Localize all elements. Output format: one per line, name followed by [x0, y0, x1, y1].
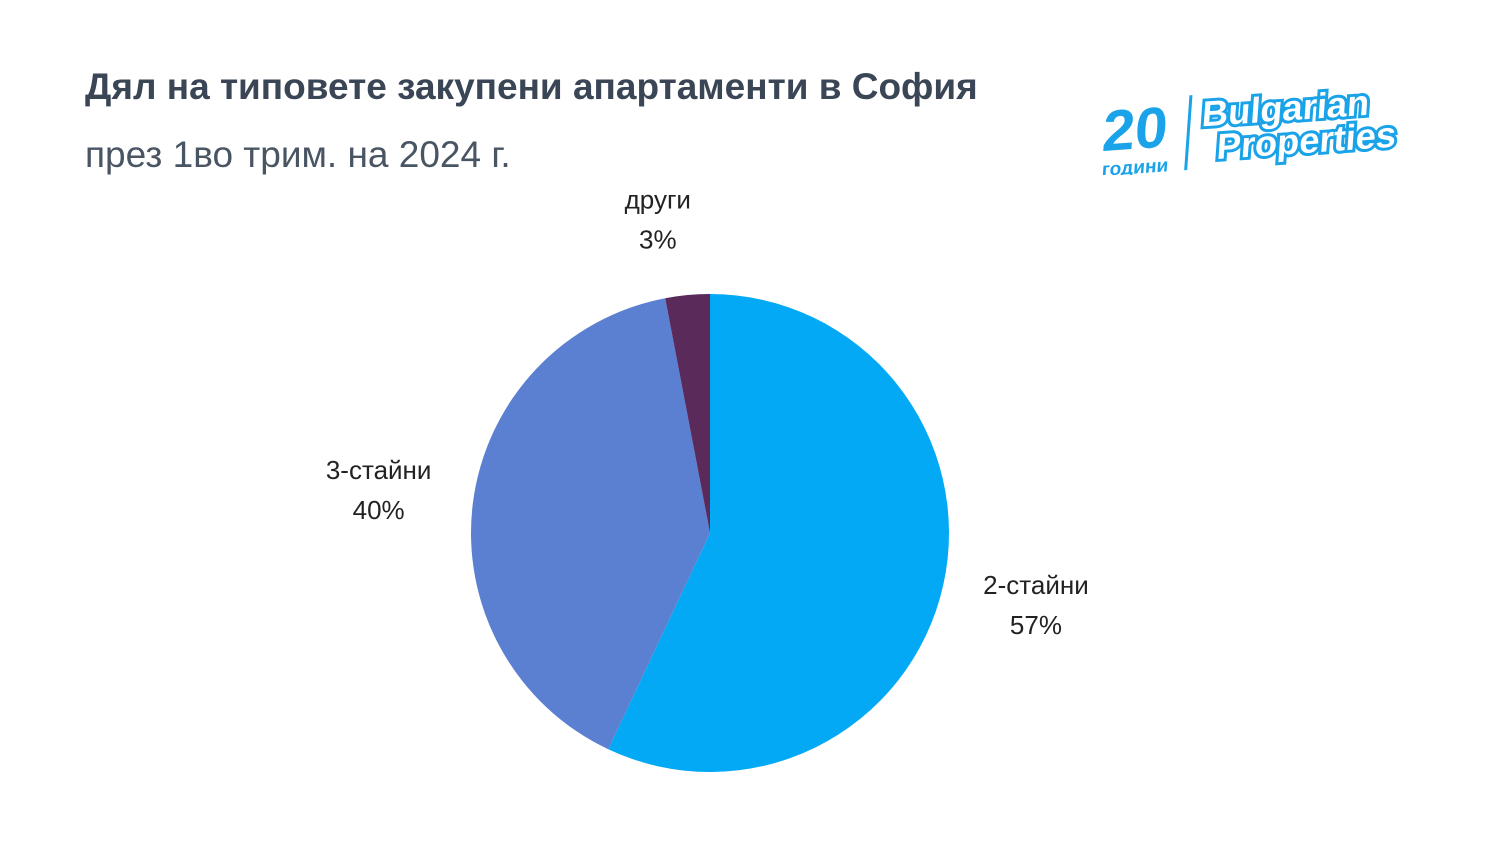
logo-years: 20 [1100, 95, 1170, 164]
slice-label-2: други [625, 184, 691, 214]
chart-title: Дял на типовете закупени апартаменти в С… [85, 66, 978, 107]
chart-subtitle: през 1во трим. на 2024 г. [85, 134, 511, 175]
pie-slice-1 [471, 298, 710, 750]
pie-slice-0 [608, 294, 950, 772]
slice-value-2: 3% [639, 224, 677, 254]
slice-label-0: 2-стайни [983, 570, 1089, 600]
slice-label-1: 3-стайни [326, 455, 432, 485]
logo-years-word: години [1101, 155, 1169, 175]
bulgarian-properties-logo: 20 години Bulgarian Properties [1100, 80, 1400, 175]
pie-slice-2 [665, 294, 710, 533]
slice-value-1: 40% [353, 495, 405, 525]
slice-value-0: 57% [1010, 610, 1062, 640]
